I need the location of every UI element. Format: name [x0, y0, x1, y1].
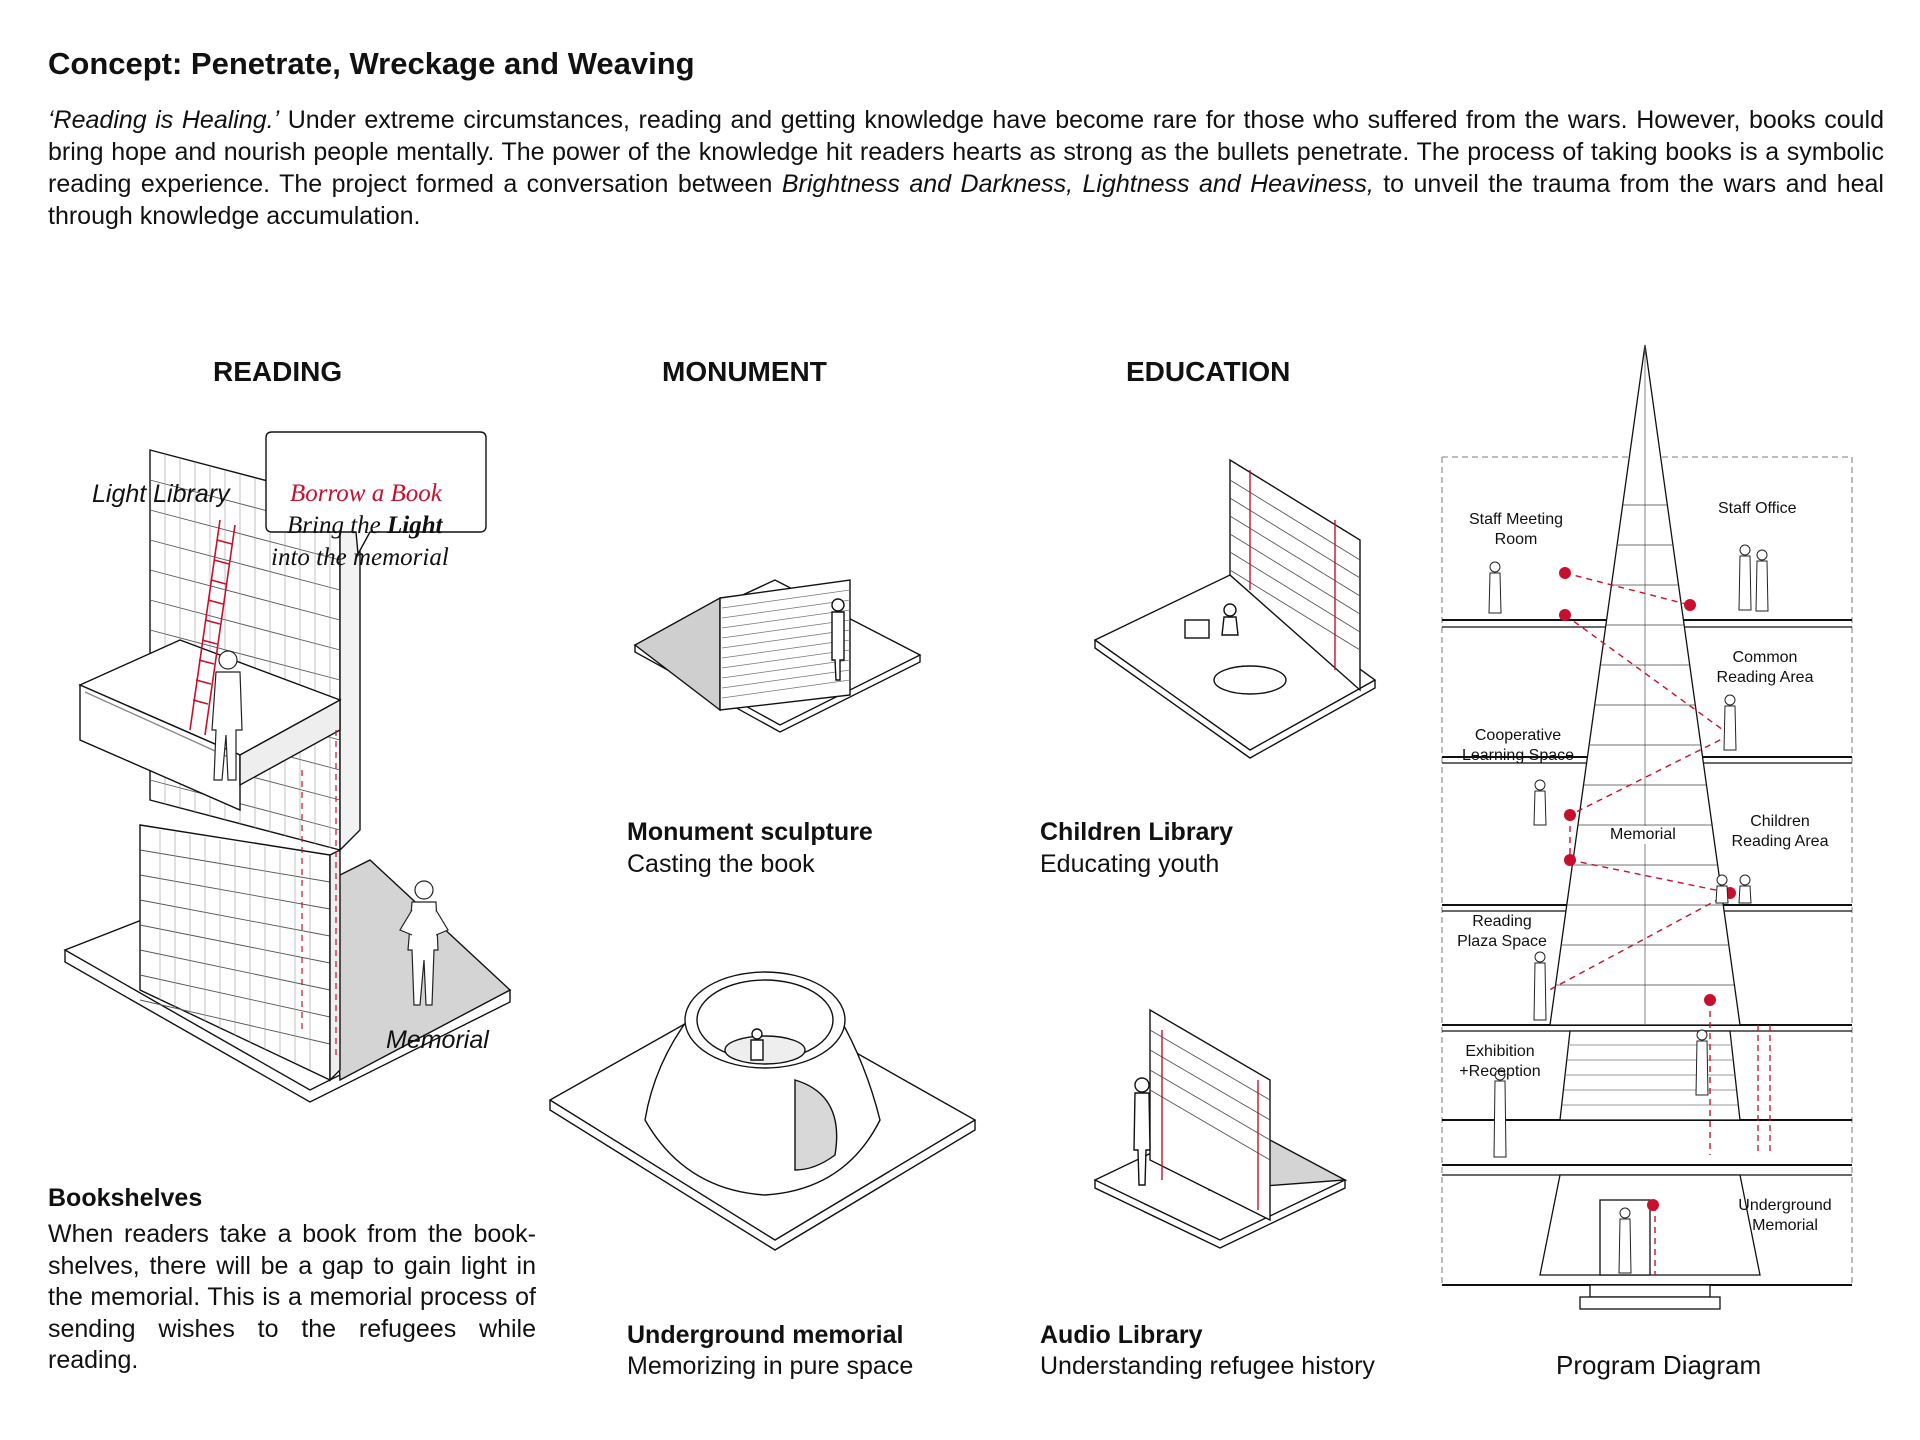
audio-library-drawing: [1093, 1008, 1348, 1249]
intro-emphasis: Brightness and Darkness, Lightness and H…: [781, 170, 1374, 198]
label-children-reading: Children Reading Area: [1720, 812, 1840, 852]
underground-memorial-drawing: [548, 971, 977, 1251]
intro-paragraph: ‘Reading is Healing.’ Under extreme circ…: [48, 104, 1884, 232]
audio-library-title: Audio Library: [1040, 1321, 1203, 1349]
label-plaza-2: Plaza Space: [1457, 933, 1547, 950]
label-staff-meeting-1: Staff Meeting: [1469, 511, 1563, 528]
underground-memorial-text: Memorizing in pure space: [627, 1352, 914, 1380]
label-staff-meeting: Staff Meeting Room: [1466, 510, 1566, 550]
audio-library-text: Understanding refugee history: [1040, 1352, 1375, 1380]
heading-education: EDUCATION: [1126, 356, 1291, 387]
light-library-label: Light Library: [92, 480, 230, 508]
intro-text-2: to unveil the trauma from the wars and h…: [48, 170, 1884, 230]
label-children-2: Reading Area: [1731, 833, 1829, 850]
label-coop-1: Cooperative: [1474, 727, 1562, 744]
monument-sculpture-drawing: [633, 579, 922, 733]
monument-sculpture-title: Monument sculpture: [627, 818, 873, 846]
children-library-text: Educating youth: [1040, 850, 1220, 878]
program-diagram-caption: Program Diagram: [1556, 1350, 1762, 1380]
bubble-line-1: Borrow a Book: [290, 480, 442, 507]
bubble-light-emphasis: Light: [387, 512, 443, 539]
label-memorial: Memorial: [1608, 826, 1678, 844]
children-library-drawing: [1093, 458, 1377, 759]
label-plaza-1: Reading: [1472, 913, 1532, 930]
label-common-1: Common: [1732, 649, 1798, 666]
program-diagram-section: [1441, 344, 1853, 1310]
monument-sculpture-text: Casting the book: [627, 850, 815, 878]
intro-quote: ‘Reading is Healing.’: [48, 106, 280, 134]
page-title: Concept: Penetrate, Wreckage and Weaving: [48, 46, 695, 81]
intro-text-1: Under extreme circumstances, reading and…: [48, 106, 1884, 198]
label-exhibition-2: +Reception: [1459, 1063, 1541, 1080]
bubble-line-3: into the memorial: [271, 544, 449, 571]
label-coop-2: Learning Space: [1461, 747, 1575, 764]
label-staff-office: Staff Office: [1718, 500, 1797, 517]
label-children-1: Children: [1750, 813, 1810, 830]
label-cooperative: Cooperative Learning Space: [1456, 726, 1580, 766]
memorial-label: Memorial: [386, 1026, 489, 1054]
label-underground: Underground Memorial: [1730, 1196, 1840, 1236]
label-common-2: Reading Area: [1716, 669, 1814, 686]
label-staff-meeting-2: Room: [1494, 531, 1538, 548]
bookshelf-tower-drawing: [63, 431, 512, 1103]
bookshelves-description: When readers take a book from the book-s…: [48, 1220, 536, 1374]
label-underground-1: Underground: [1738, 1197, 1832, 1214]
children-library-title: Children Library: [1040, 818, 1234, 846]
label-underground-2: Memorial: [1752, 1217, 1818, 1234]
label-common-reading: Common Reading Area: [1710, 648, 1820, 688]
bubble-line-2-text: Bring the: [287, 512, 387, 539]
label-exhibition-1: Exhibition: [1465, 1043, 1535, 1060]
bookshelves-title: Bookshelves: [48, 1184, 203, 1212]
underground-memorial-title: Underground memorial: [627, 1321, 904, 1349]
heading-reading: READING: [213, 356, 343, 387]
label-exhibition: Exhibition +Reception: [1450, 1042, 1550, 1082]
bubble-line-2: Bring the Light: [287, 512, 443, 540]
label-reading-plaza: Reading Plaza Space: [1452, 912, 1552, 952]
heading-monument: MONUMENT: [662, 356, 827, 387]
